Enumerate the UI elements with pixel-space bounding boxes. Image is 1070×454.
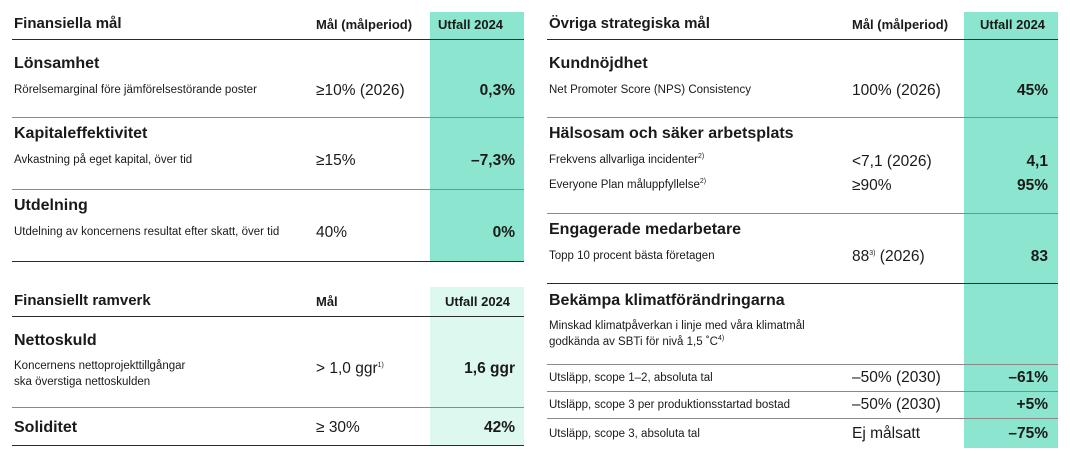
col-target-header: Mål (målperiod) <box>316 17 413 32</box>
net-debt-target: > 1,0 ggr1) <box>316 360 384 377</box>
framework-col-target-header: Mål <box>316 294 338 309</box>
section-title-profitability: Lönsamhet <box>14 55 100 72</box>
divider <box>12 316 524 317</box>
section-title-health: Hälsosam och säker arbetsplats <box>549 125 794 142</box>
climate-row-outcome: –61% <box>1008 369 1048 386</box>
net-debt-desc-line1: Koncernens nettoprojekttillgångar <box>14 360 186 372</box>
dividend-desc: Utdelning av koncernens resultat efter s… <box>14 226 280 238</box>
climate-row-target: Ej målsatt <box>852 425 921 442</box>
divider <box>547 391 1058 392</box>
profitability-outcome: 0,3% <box>479 82 515 99</box>
strategic-col-outcome-header: Utfall 2024 <box>980 17 1046 32</box>
footnote-marker: 2) <box>699 178 707 186</box>
customer-desc: Net Promoter Score (NPS) Consistency <box>549 84 751 96</box>
financial-framework-title: Finansiellt ramverk <box>14 292 151 309</box>
divider <box>547 39 1058 40</box>
climate-row-outcome: –75% <box>1008 425 1048 442</box>
outcome-column-fill-framework <box>430 287 524 445</box>
climate-desc-line1: Minskad klimatpåverkan i linje med våra … <box>549 320 805 332</box>
divider <box>547 213 1058 214</box>
footnote-marker: 1) <box>377 361 384 369</box>
climate-row-target: –50% (2030) <box>852 396 941 413</box>
divider <box>547 283 1058 284</box>
section-title-climate: Bekämpa klimatförändringarna <box>549 292 785 309</box>
section-title-engaged: Engagerade medarbetare <box>549 221 742 238</box>
climate-row-target: –50% (2030) <box>852 369 941 386</box>
divider <box>12 117 524 118</box>
footnote-marker: 3) <box>869 249 876 257</box>
section-title-capital-efficiency: Kapitaleffektivitet <box>14 125 148 142</box>
climate-row-desc: Utsläpp, scope 3 per produktionsstartad … <box>549 399 791 411</box>
health-row-target: ≥90% <box>852 177 892 194</box>
climate-row-outcome: +5% <box>1016 396 1048 413</box>
climate-desc-line2: godkända av SBTi för nivå 1,5 ˚C4) <box>549 335 725 348</box>
strategic-goals-title: Övriga strategiska mål <box>549 15 710 32</box>
climate-row-desc: Utsläpp, scope 1–2, absoluta tal <box>549 372 713 384</box>
health-row-outcome: 4,1 <box>1026 153 1048 170</box>
health-row-outcome: 95% <box>1016 177 1048 194</box>
engaged-target: 883) (2026) <box>852 248 925 265</box>
col-outcome-header: Utfall 2024 <box>438 17 504 32</box>
climate-row-desc: Utsläpp, scope 3, absoluta tal <box>549 428 700 440</box>
divider <box>547 418 1058 419</box>
outcome-column-fill-financial-goals <box>430 12 524 261</box>
customer-outcome: 45% <box>1016 82 1048 99</box>
footnote-marker: 2) <box>697 153 705 161</box>
footnote-marker: 4) <box>717 335 725 343</box>
divider <box>12 261 524 262</box>
divider <box>12 39 524 40</box>
profitability-desc: Rörelsemarginal före jämförelsestörande … <box>14 84 257 96</box>
framework-col-outcome-header: Utfall 2024 <box>445 294 511 309</box>
dividend-outcome: 0% <box>492 224 515 241</box>
divider <box>12 407 524 408</box>
divider <box>12 189 524 190</box>
health-row-desc: Frekvens allvarliga incidenter2) <box>549 153 705 166</box>
solidity-target: ≥ 30% <box>316 419 360 436</box>
profitability-target: ≥10% (2026) <box>316 82 405 99</box>
section-title-solidity: Soliditet <box>14 419 78 436</box>
net-debt-outcome: 1,6 ggr <box>464 360 515 377</box>
divider <box>547 364 1058 365</box>
capital-efficiency-target: ≥15% <box>316 152 356 169</box>
solidity-outcome: 42% <box>483 419 515 436</box>
engaged-desc: Topp 10 procent bästa företagen <box>549 250 715 262</box>
dividend-target: 40% <box>316 224 348 241</box>
section-title-dividend: Utdelning <box>14 197 88 214</box>
section-title-customer: Kundnöjdhet <box>549 55 648 72</box>
strategic-col-target-header: Mål (målperiod) <box>852 17 949 32</box>
health-row-target: <7,1 (2026) <box>852 153 932 170</box>
customer-target: 100% (2026) <box>852 82 941 99</box>
financial-goals-title: Finansiella mål <box>14 15 122 32</box>
divider <box>12 445 524 446</box>
section-title-net-debt: Nettoskuld <box>14 332 97 349</box>
outcome-column-fill-strategic <box>964 12 1058 448</box>
divider <box>547 117 1058 118</box>
capital-efficiency-outcome: –7,3% <box>471 152 515 169</box>
capital-efficiency-desc: Avkastning på eget kapital, över tid <box>14 154 193 166</box>
health-row-desc: Everyone Plan måluppfyllelse2) <box>549 178 707 191</box>
engaged-outcome: 83 <box>1030 248 1048 265</box>
net-debt-desc-line2: ska överstiga nettoskulden <box>14 376 151 388</box>
